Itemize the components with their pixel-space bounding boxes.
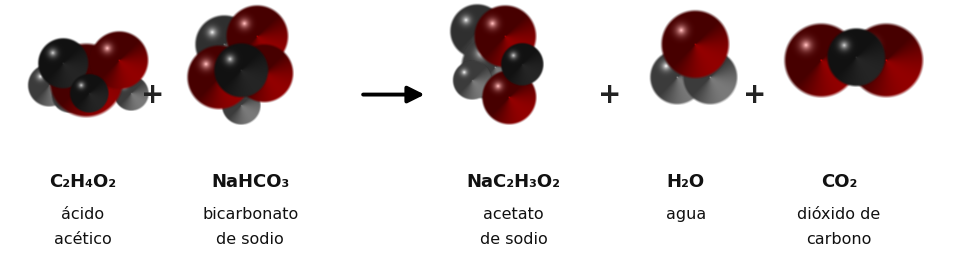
Text: CO₂: CO₂ <box>821 174 857 192</box>
Text: de sodio: de sodio <box>480 232 547 247</box>
Text: +: + <box>743 81 766 109</box>
Text: acetato: acetato <box>483 207 543 222</box>
Text: H₂O: H₂O <box>667 174 705 192</box>
Text: dióxido de: dióxido de <box>798 207 880 222</box>
Text: +: + <box>141 81 164 109</box>
Text: ácido: ácido <box>61 207 105 222</box>
Text: de sodio: de sodio <box>216 232 284 247</box>
Text: agua: agua <box>665 207 706 222</box>
Text: NaC₂H₃O₂: NaC₂H₃O₂ <box>467 174 561 192</box>
Text: C₂H₄O₂: C₂H₄O₂ <box>49 174 116 192</box>
Text: bicarbonato: bicarbonato <box>203 207 299 222</box>
Text: NaHCO₃: NaHCO₃ <box>211 174 289 192</box>
Text: carbono: carbono <box>806 232 872 247</box>
Text: +: + <box>597 81 621 109</box>
Text: acético: acético <box>54 232 111 247</box>
